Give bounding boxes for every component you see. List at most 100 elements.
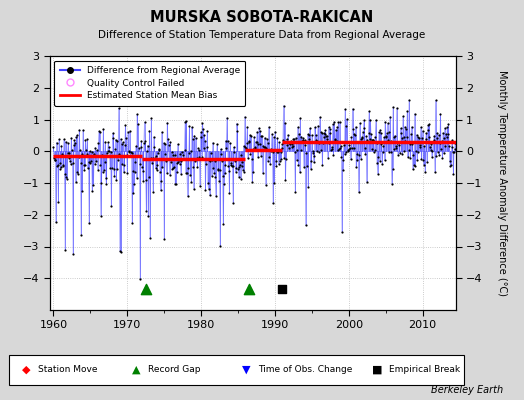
Point — [181, 118, 189, 125]
Point — [99, 169, 107, 175]
Point — [420, 161, 428, 168]
Point — [70, 137, 79, 144]
Point — [66, 158, 74, 164]
Point — [343, 116, 351, 122]
Point — [137, 138, 146, 144]
Point — [51, 157, 60, 163]
Point — [264, 158, 272, 164]
Point — [338, 229, 346, 235]
Point — [234, 174, 243, 180]
Point — [335, 118, 344, 125]
Point — [204, 180, 212, 186]
Point — [306, 125, 314, 132]
Point — [336, 143, 345, 150]
Point — [350, 131, 358, 137]
Point — [180, 156, 188, 162]
Point — [108, 134, 117, 141]
Point — [135, 145, 143, 152]
Point — [282, 136, 291, 143]
Point — [382, 133, 390, 139]
Point — [101, 158, 109, 165]
Point — [188, 135, 196, 142]
Point — [184, 165, 192, 172]
Point — [53, 162, 62, 168]
Point — [307, 166, 315, 172]
Point — [72, 134, 80, 140]
Point — [238, 163, 247, 170]
Point — [259, 142, 267, 149]
Point — [60, 171, 69, 177]
Point — [149, 134, 158, 140]
Point — [428, 148, 436, 154]
Point — [225, 190, 234, 196]
Point — [318, 130, 326, 137]
Point — [403, 108, 411, 114]
Point — [368, 136, 377, 143]
Point — [427, 141, 435, 148]
Point — [115, 105, 123, 112]
Point — [346, 156, 355, 162]
Text: ▼: ▼ — [242, 365, 250, 375]
Point — [113, 166, 121, 173]
Point — [421, 136, 430, 142]
Point — [324, 124, 333, 130]
Point — [172, 168, 181, 175]
Point — [308, 150, 316, 156]
Point — [300, 164, 308, 170]
Point — [298, 138, 306, 144]
Point — [78, 151, 86, 158]
Point — [370, 147, 379, 154]
Point — [329, 152, 337, 158]
Point — [341, 106, 350, 112]
Point — [439, 130, 447, 136]
Point — [102, 174, 110, 181]
Point — [409, 166, 417, 172]
Point — [250, 145, 259, 152]
Point — [272, 162, 280, 169]
Point — [53, 163, 61, 169]
Point — [101, 139, 110, 145]
Point — [52, 140, 61, 146]
Point — [151, 164, 160, 171]
Point — [97, 180, 106, 186]
Point — [50, 157, 59, 163]
Point — [106, 165, 114, 171]
Point — [195, 147, 203, 154]
Point — [324, 155, 332, 161]
Point — [375, 158, 384, 164]
Point — [381, 134, 390, 141]
Point — [293, 124, 302, 130]
Point — [192, 156, 200, 162]
Point — [109, 130, 117, 136]
Point — [252, 138, 260, 145]
Point — [154, 150, 162, 156]
Point — [419, 157, 428, 163]
Point — [299, 135, 308, 141]
Point — [220, 181, 228, 187]
Point — [216, 243, 224, 249]
Point — [425, 121, 434, 127]
Point — [82, 147, 90, 154]
Point — [86, 160, 95, 166]
Point — [171, 181, 180, 188]
Point — [430, 137, 438, 144]
Point — [184, 150, 193, 156]
Point — [350, 144, 358, 151]
Point — [55, 136, 63, 143]
Point — [209, 139, 217, 146]
Point — [64, 150, 73, 156]
Point — [374, 170, 382, 177]
Point — [96, 162, 104, 168]
Point — [387, 137, 395, 144]
Point — [233, 120, 241, 127]
Point — [337, 154, 346, 160]
Point — [385, 129, 393, 136]
Point — [145, 128, 154, 134]
Point — [410, 110, 419, 117]
Point — [193, 164, 202, 170]
Point — [394, 152, 402, 158]
Point — [332, 138, 341, 144]
Point — [94, 166, 102, 173]
Point — [409, 152, 418, 158]
Point — [396, 150, 404, 156]
